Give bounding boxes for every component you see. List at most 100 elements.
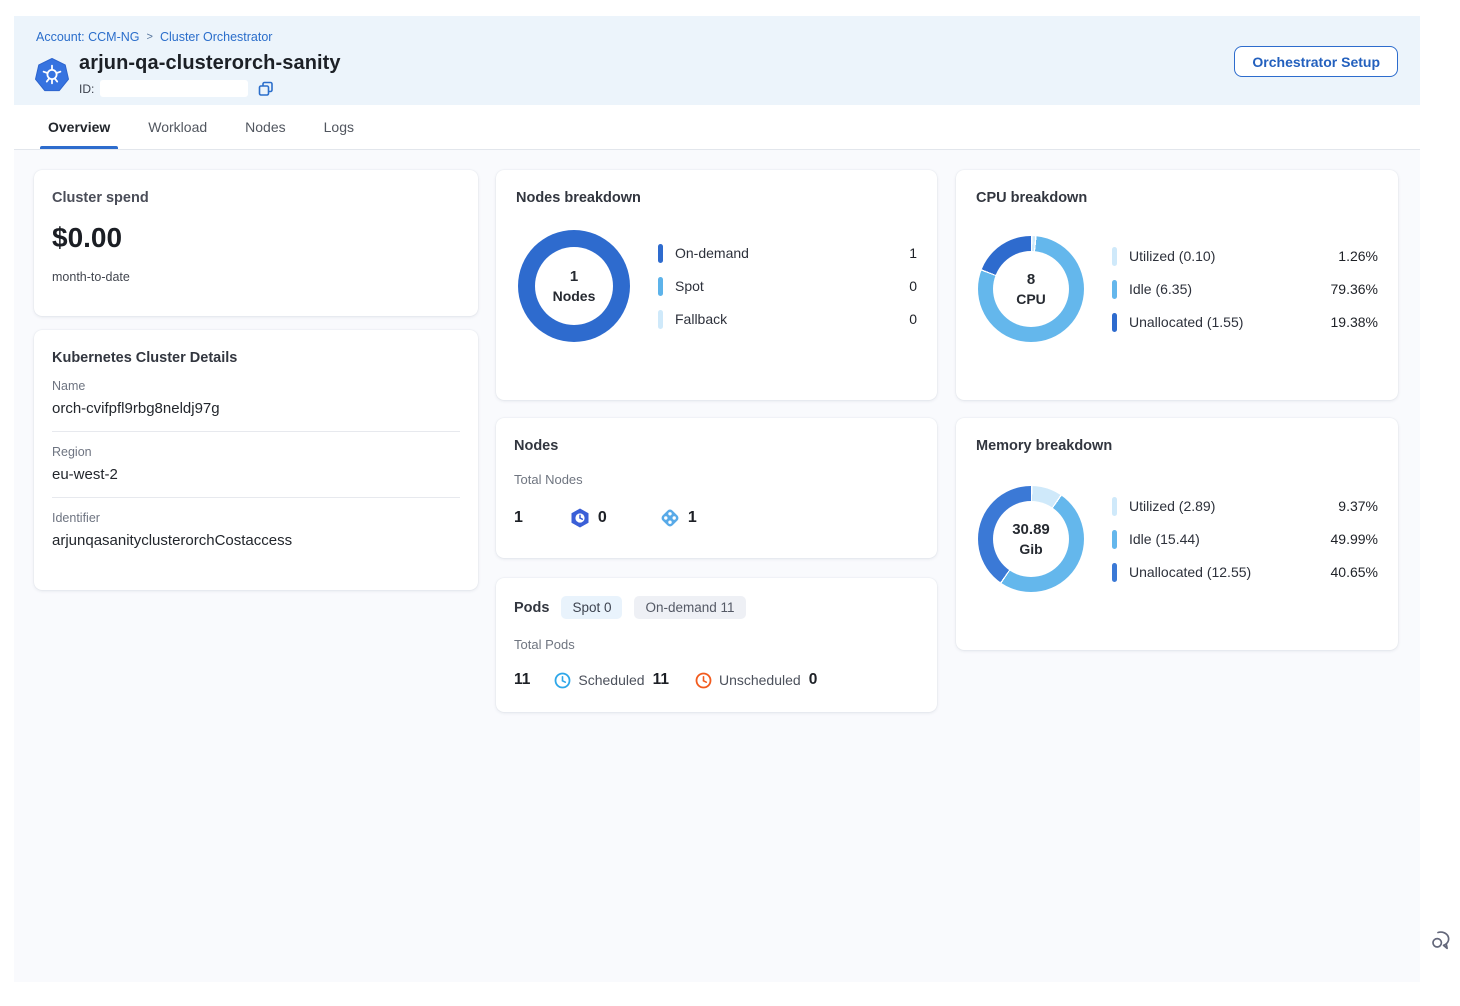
pods-card-title: Pods xyxy=(514,599,550,616)
memory-breakdown-card: Memory breakdown 30.89 Gib Utilized (2.8… xyxy=(956,418,1398,650)
field-label: Name xyxy=(52,379,86,393)
cpu-breakdown-legend: Utilized (0.10) 1.26% Idle (6.35) 79.36%… xyxy=(1112,246,1378,332)
legend-label: Utilized (2.89) xyxy=(1129,498,1216,514)
legend-row-idle: Idle (15.44) 49.99% xyxy=(1112,529,1378,549)
field-value: arjunqasanityclusterorchCostaccess xyxy=(52,532,293,549)
donut-center-label: Nodes xyxy=(552,288,596,304)
memory-breakdown-title: Memory breakdown xyxy=(976,438,1113,454)
legend-row-idle: Idle (6.35) 79.36% xyxy=(1112,279,1378,299)
donut-center-label: Gib xyxy=(1019,541,1043,557)
legend-label: Unallocated (12.55) xyxy=(1129,564,1252,580)
scheduled-label: Scheduled xyxy=(578,672,645,688)
breadcrumb-account-link[interactable]: Account: CCM-NG xyxy=(36,30,140,44)
id-field[interactable] xyxy=(100,80,249,97)
cluster-spend-period: month-to-date xyxy=(52,270,130,284)
cluster-details-card: Kubernetes Cluster Details Name orch-cvi… xyxy=(34,330,478,590)
scheduled-value: 11 xyxy=(652,671,669,688)
legend-value: 0 xyxy=(909,311,917,327)
cluster-orchestrator-page: Account: CCM-NG > Cluster Orchestrator a… xyxy=(14,16,1420,982)
legend-value: 19.38% xyxy=(1330,314,1378,330)
unscheduled-value: 0 xyxy=(808,671,818,688)
copy-id-button[interactable] xyxy=(258,81,274,97)
tab-bar: Overview Workload Nodes Logs xyxy=(14,105,1420,150)
legend-swatch xyxy=(1112,562,1117,582)
legend-label: Unallocated (1.55) xyxy=(1129,314,1244,330)
total-pods-value: 11 xyxy=(514,671,531,688)
legend-swatch xyxy=(1112,312,1117,332)
legend-label: Spot xyxy=(675,278,704,294)
donut-center-label: CPU xyxy=(1016,291,1046,307)
field-label: Identifier xyxy=(52,511,100,525)
legend-swatch xyxy=(1112,496,1117,516)
legend-value: 0 xyxy=(909,278,917,294)
legend-row-unallocated: Unallocated (1.55) 19.38% xyxy=(1112,312,1378,332)
nodes-donut-chart: 1 Nodes xyxy=(518,230,630,342)
legend-value: 49.99% xyxy=(1330,531,1378,547)
legend-row-utilized: Utilized (0.10) 1.26% xyxy=(1112,246,1378,266)
nodes-breakdown-card: Nodes breakdown 1 Nodes On-demand 1 xyxy=(496,170,937,400)
legend-label: Idle (15.44) xyxy=(1129,531,1200,547)
legend-value: 9.37% xyxy=(1338,498,1378,514)
cluster-spend-amount: $0.00 xyxy=(52,222,123,253)
detail-field-region: Region eu-west-2 xyxy=(52,432,460,498)
spot-pods-chip: Spot 0 xyxy=(561,596,623,619)
spot-node-icon xyxy=(571,508,589,528)
tab-logs[interactable]: Logs xyxy=(323,119,354,135)
field-value: eu-west-2 xyxy=(52,466,118,483)
memory-breakdown-legend: Utilized (2.89) 9.37% Idle (15.44) 49.99… xyxy=(1112,496,1378,582)
nodes-card-title: Nodes xyxy=(514,438,559,454)
nodes-breakdown-title: Nodes breakdown xyxy=(516,190,641,206)
title-row: arjun-qa-clusterorch-sanity ID: xyxy=(34,52,341,97)
total-pods-label: Total Pods xyxy=(514,637,575,652)
memory-donut-chart: 30.89 Gib xyxy=(978,486,1084,592)
legend-row-unallocated: Unallocated (12.55) 40.65% xyxy=(1112,562,1378,582)
breadcrumb-page-link[interactable]: Cluster Orchestrator xyxy=(159,30,273,44)
tab-nodes[interactable]: Nodes xyxy=(245,119,286,135)
cluster-spend-card: Cluster spend $0.00 month-to-date xyxy=(34,170,478,316)
field-value: orch-cvifpfl9rbg8neldj97g xyxy=(52,400,220,417)
page-title: arjun-qa-clusterorch-sanity xyxy=(79,52,341,74)
legend-row-fallback: Fallback 0 xyxy=(658,309,917,329)
legend-row-spot: Spot 0 xyxy=(658,276,917,296)
breadcrumb: Account: CCM-NG > Cluster Orchestrator xyxy=(36,30,272,44)
donut-center-value: 1 xyxy=(569,268,579,285)
page-header: Account: CCM-NG > Cluster Orchestrator a… xyxy=(14,16,1420,105)
legend-label: Idle (6.35) xyxy=(1129,281,1193,297)
orchestrator-setup-button[interactable]: Orchestrator Setup xyxy=(1234,46,1398,77)
donut-center-value: 8 xyxy=(1026,271,1036,288)
kubernetes-icon xyxy=(35,58,69,92)
cpu-breakdown-title: CPU breakdown xyxy=(976,190,1088,206)
cpu-breakdown-card: CPU breakdown 8 CPU Utilized (0.10) 1.26… xyxy=(956,170,1398,400)
overview-content: Cluster spend $0.00 month-to-date Kubern… xyxy=(14,150,1420,982)
cluster-details-title: Kubernetes Cluster Details xyxy=(52,350,238,366)
legend-swatch xyxy=(1112,529,1117,549)
pods-card: Pods Spot 0 On-demand 11 Total Pods 11 S… xyxy=(496,578,937,712)
legend-label: Fallback xyxy=(675,311,728,327)
ondemand-pods-chip: On-demand 11 xyxy=(634,596,746,619)
legend-label: Utilized (0.10) xyxy=(1129,248,1216,264)
total-nodes-label: Total Nodes xyxy=(514,472,583,487)
legend-swatch xyxy=(1112,279,1117,299)
legend-swatch xyxy=(658,309,663,329)
ondemand-node-icon xyxy=(661,509,679,527)
legend-row-ondemand: On-demand 1 xyxy=(658,243,917,263)
breadcrumb-separator-icon: > xyxy=(146,31,153,43)
legend-label: On-demand xyxy=(675,245,749,261)
unscheduled-label: Unscheduled xyxy=(718,672,801,688)
legend-swatch xyxy=(1112,246,1117,266)
ondemand-nodes-count: 1 xyxy=(687,509,697,526)
legend-swatch xyxy=(658,243,663,263)
cluster-spend-title: Cluster spend xyxy=(52,190,149,206)
donut-center-value: 30.89 xyxy=(1012,521,1050,538)
tab-overview[interactable]: Overview xyxy=(39,105,119,149)
scheduled-clock-icon xyxy=(554,672,571,688)
id-label: ID: xyxy=(79,81,95,96)
chat-widget-button[interactable] xyxy=(1430,926,1456,952)
detail-field-identifier: Identifier arjunqasanityclusterorchCosta… xyxy=(52,498,460,563)
legend-value: 1 xyxy=(909,245,917,261)
tab-workload[interactable]: Workload xyxy=(148,119,208,135)
cpu-donut-chart: 8 CPU xyxy=(978,236,1084,342)
legend-value: 79.36% xyxy=(1330,281,1378,297)
legend-value: 40.65% xyxy=(1330,564,1378,580)
copy-icon xyxy=(259,81,274,96)
